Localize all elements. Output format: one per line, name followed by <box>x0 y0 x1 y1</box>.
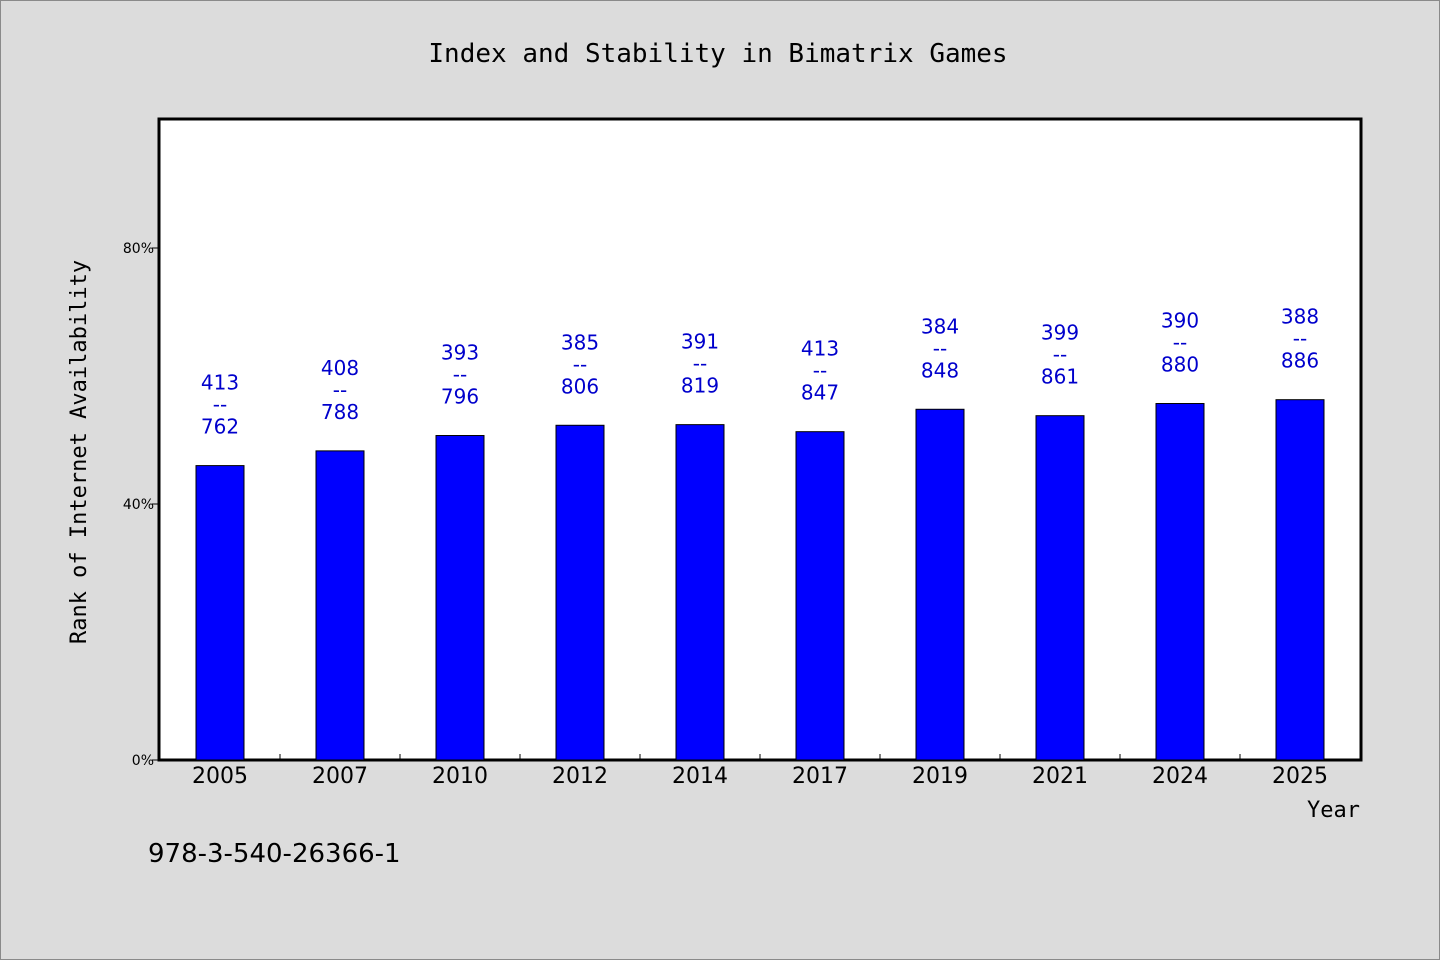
bar <box>1035 415 1085 761</box>
bar <box>315 450 365 761</box>
x-tick-label: 2019 <box>912 764 968 789</box>
data-label-top: 408 <box>321 356 359 380</box>
data-label-bottom: 806 <box>561 374 599 398</box>
x-axis-label: Year <box>1307 798 1360 823</box>
bar <box>195 465 245 761</box>
data-label-separator: -- <box>933 336 947 360</box>
y-tick-label: 40% <box>123 497 154 513</box>
data-label-top: 384 <box>921 314 959 338</box>
data-label-separator: -- <box>1293 327 1307 351</box>
data-label-separator: -- <box>213 393 227 417</box>
y-axis: 0% 40% 80% <box>123 241 160 769</box>
data-label-separator: -- <box>333 378 347 402</box>
data-label-separator: -- <box>453 363 467 387</box>
x-tick-label: 2024 <box>1152 764 1208 789</box>
data-labels: 762--413788--408796--393806--385819--391… <box>201 305 1319 439</box>
data-label-separator: -- <box>813 359 827 383</box>
x-tick-label: 2010 <box>432 764 488 789</box>
y-tick-label: 80% <box>123 241 154 257</box>
data-label-top: 399 <box>1041 321 1079 345</box>
data-label-separator: -- <box>573 352 587 376</box>
chart-title: Index and Stability in Bimatrix Games <box>428 39 1007 69</box>
data-label-top: 393 <box>441 341 479 365</box>
y-axis-label: Rank of Internet Availability <box>67 260 92 644</box>
data-label-separator: -- <box>693 352 707 376</box>
bar <box>795 431 845 761</box>
x-tick-label: 2017 <box>792 764 848 789</box>
data-label-bottom: 788 <box>321 400 359 424</box>
data-label-top: 390 <box>1161 309 1199 333</box>
data-label-bottom: 886 <box>1281 349 1319 373</box>
bar <box>915 408 965 761</box>
x-tick-label: 2005 <box>192 764 248 789</box>
data-label-bottom: 819 <box>681 374 719 398</box>
data-label-bottom: 796 <box>441 385 479 409</box>
data-label-bottom: 762 <box>201 415 239 439</box>
data-label-top: 385 <box>561 330 599 354</box>
x-tick-label: 2012 <box>552 764 608 789</box>
isbn-footnote: 978-3-540-26366-1 <box>148 839 401 869</box>
bar <box>675 424 725 761</box>
data-label-separator: -- <box>1053 343 1067 367</box>
data-label-top: 413 <box>201 371 239 395</box>
data-label-separator: -- <box>1173 331 1187 355</box>
bar <box>435 435 485 761</box>
y-tick-label: 0% <box>132 753 154 769</box>
x-tick-label: 2007 <box>312 764 368 789</box>
data-label-bottom: 880 <box>1161 353 1199 377</box>
data-label-bottom: 861 <box>1041 365 1079 389</box>
data-label-top: 388 <box>1281 305 1319 329</box>
x-axis: 2005 2007 2010 2012 2014 2017 2019 2021 2024 2025 <box>192 754 1328 789</box>
bar <box>555 424 605 761</box>
data-label-top: 391 <box>681 330 719 354</box>
data-label-bottom: 848 <box>921 358 959 382</box>
bar <box>1155 403 1205 761</box>
x-tick-label: 2025 <box>1272 764 1328 789</box>
x-tick-label: 2014 <box>672 764 728 789</box>
bar <box>1275 399 1325 761</box>
bar-series <box>195 399 1325 761</box>
data-label-bottom: 847 <box>801 381 839 405</box>
x-tick-label: 2021 <box>1032 764 1088 789</box>
data-label-top: 413 <box>801 337 839 361</box>
